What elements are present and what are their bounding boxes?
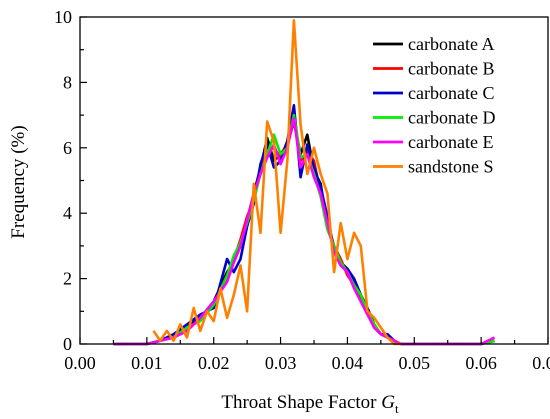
legend-label-6: sandstone S xyxy=(408,157,494,177)
legend-label-3: carbonate C xyxy=(408,83,494,103)
x-tick-label: 0.03 xyxy=(265,353,297,373)
legend-label-5: carbonate E xyxy=(408,132,493,152)
y-tick-label: 4 xyxy=(63,203,72,223)
x-tick-label: 0.04 xyxy=(332,353,364,373)
legend: carbonate A carbonate B carbonate C carbona… xyxy=(373,34,495,177)
x-tick-label: 0.02 xyxy=(198,353,230,373)
y-tick-label: 2 xyxy=(63,269,72,289)
x-axis-title-text: Throat Shape Factor xyxy=(221,392,381,413)
y-tick-label: 8 xyxy=(63,72,72,92)
x-axis-title-subscript: t xyxy=(395,401,399,416)
y-tick-label: 10 xyxy=(54,7,72,27)
x-axis-title: Throat Shape Factor Gt xyxy=(221,392,399,416)
legend-label-1: carbonate A xyxy=(408,34,494,54)
series-line-5 xyxy=(113,117,496,346)
y-tick-label: 0 xyxy=(63,334,72,354)
x-axis-title-variable: G xyxy=(381,392,395,413)
ticks-layer xyxy=(79,16,549,345)
legend-label-2: carbonate B xyxy=(408,59,494,79)
x-tick-label: 0.01 xyxy=(131,353,163,373)
x-tick-label: 0.07 xyxy=(532,353,550,373)
legend-label-4: carbonate D xyxy=(408,108,495,128)
series-line-6 xyxy=(152,18,401,346)
series-layer xyxy=(113,18,496,346)
x-tick-label: 0.06 xyxy=(465,353,497,373)
y-tick-label: 6 xyxy=(63,138,72,158)
y-axis-title: Frequency (%) xyxy=(8,125,29,238)
x-tick-label: 0.00 xyxy=(64,353,96,373)
x-tick-label: 0.05 xyxy=(399,353,431,373)
tick-labels-layer: 0.00 0.01 0.02 0.03 0.04 0.05 0.06 0.07 0 2 4 6 8 10 xyxy=(54,7,550,373)
